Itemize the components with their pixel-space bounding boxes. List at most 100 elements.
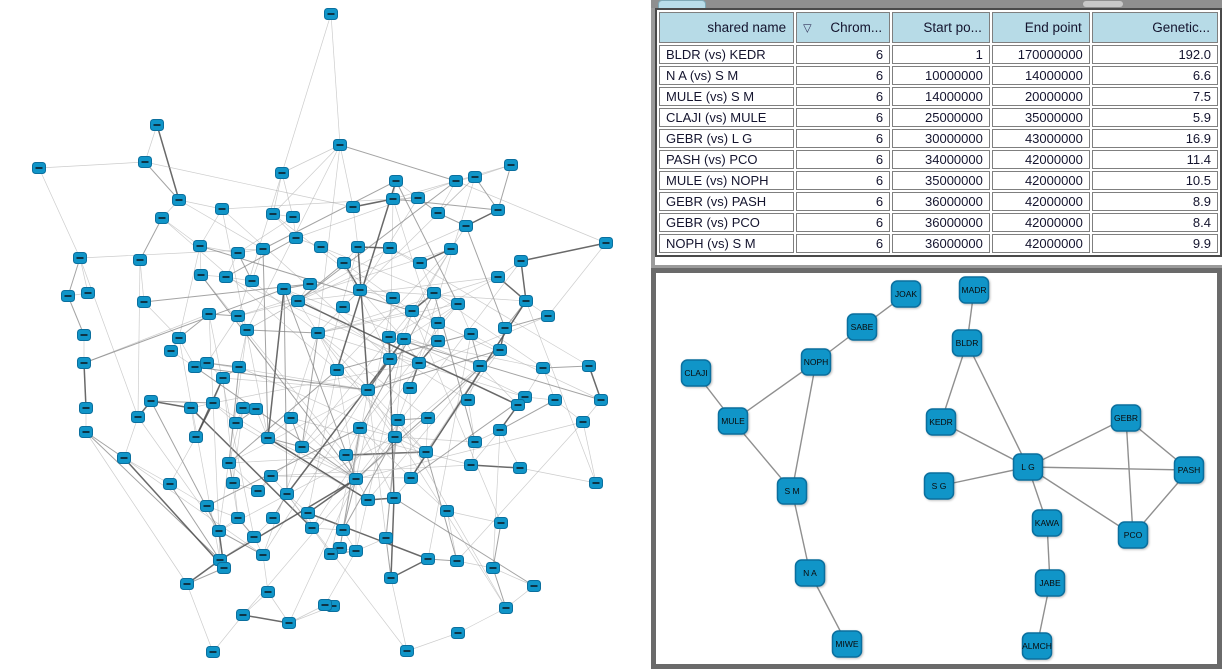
table-cell-genetic[interactable]: 16.9 — [1091, 129, 1218, 148]
overview-node[interactable] — [449, 175, 463, 187]
node-box[interactable] — [794, 559, 826, 587]
table-cell-start-po[interactable]: 25000000 — [892, 108, 990, 127]
overview-node[interactable] — [379, 532, 393, 544]
overview-node[interactable] — [184, 402, 198, 414]
overview-node[interactable] — [79, 426, 93, 438]
overview-node[interactable] — [353, 422, 367, 434]
table-cell-start-po[interactable]: 36000000 — [892, 234, 990, 253]
overview-node[interactable] — [256, 243, 270, 255]
overview-node[interactable] — [383, 242, 397, 254]
overview-node[interactable] — [514, 255, 528, 267]
column-header-chrom[interactable]: ▽ Chrom... — [796, 12, 891, 43]
column-header-start-po[interactable]: Start po... — [892, 12, 990, 43]
edge-gebr-pco[interactable] — [1125, 417, 1134, 536]
overview-node[interactable] — [412, 357, 426, 369]
node-noph[interactable]: NOPH — [800, 348, 832, 376]
node-sabe[interactable]: SABE — [846, 313, 878, 341]
overview-node[interactable] — [275, 167, 289, 179]
overview-node[interactable] — [81, 287, 95, 299]
node-na[interactable]: N A — [794, 559, 826, 587]
overview-node[interactable] — [202, 308, 216, 320]
overview-node[interactable] — [337, 257, 351, 269]
table-row[interactable]: GEBR (vs) PASH 6 36000000 42000000 8.9 — [659, 192, 1218, 211]
node-box[interactable] — [1173, 456, 1205, 484]
overview-node[interactable] — [387, 492, 401, 504]
overview-node[interactable] — [318, 599, 332, 611]
table-cell-start-po[interactable]: 30000000 — [892, 129, 990, 148]
overview-node[interactable] — [594, 394, 608, 406]
node-box[interactable] — [1031, 509, 1063, 537]
overview-node[interactable] — [282, 617, 296, 629]
overview-node[interactable] — [461, 394, 475, 406]
table-cell-end-point[interactable]: 20000000 — [991, 87, 1090, 106]
overview-node[interactable] — [576, 416, 590, 428]
table-cell-shared-name[interactable]: MULE (vs) NOPH — [659, 171, 795, 190]
overview-node[interactable] — [468, 171, 482, 183]
table-cell-chrom[interactable]: 6 — [796, 150, 891, 169]
table-cell-genetic[interactable]: 7.5 — [1091, 87, 1218, 106]
node-box[interactable] — [890, 280, 922, 308]
overview-node[interactable] — [386, 292, 400, 304]
overview-node[interactable] — [361, 494, 375, 506]
overview-node[interactable] — [599, 237, 613, 249]
overview-node[interactable] — [266, 208, 280, 220]
overview-node[interactable] — [212, 525, 226, 537]
column-header-shared-name[interactable]: shared name — [659, 12, 795, 43]
overview-node[interactable] — [247, 531, 261, 543]
table-row[interactable]: GEBR (vs) L G 6 30000000 43000000 16.9 — [659, 129, 1218, 148]
overview-node[interactable] — [305, 522, 319, 534]
overview-node[interactable] — [353, 284, 367, 296]
overview-node[interactable] — [284, 412, 298, 424]
node-box[interactable] — [1034, 569, 1066, 597]
edge-bldr-lg[interactable] — [966, 342, 1029, 468]
overview-node[interactable] — [548, 394, 562, 406]
overview-node[interactable] — [382, 331, 396, 343]
overview-node[interactable] — [226, 477, 240, 489]
table-cell-start-po[interactable]: 34000000 — [892, 150, 990, 169]
overview-node[interactable] — [361, 384, 375, 396]
node-box[interactable] — [1110, 404, 1142, 432]
table-cell-chrom[interactable]: 6 — [796, 192, 891, 211]
node-claji[interactable]: CLAJI — [680, 359, 712, 387]
overview-node[interactable] — [504, 159, 518, 171]
table-cell-start-po[interactable]: 36000000 — [892, 213, 990, 232]
node-kawa[interactable]: KAWA — [1031, 509, 1063, 537]
table-row[interactable]: N A (vs) S M 6 10000000 14000000 6.6 — [659, 66, 1218, 85]
overview-node[interactable] — [444, 243, 458, 255]
table-cell-shared-name[interactable]: N A (vs) S M — [659, 66, 795, 85]
table-cell-end-point[interactable]: 43000000 — [991, 129, 1090, 148]
overview-node[interactable] — [277, 283, 291, 295]
overview-node[interactable] — [459, 220, 473, 232]
overview-node[interactable] — [314, 241, 328, 253]
overview-node[interactable] — [336, 301, 350, 313]
filter-icon[interactable]: ▽ — [803, 22, 812, 34]
table-cell-chrom[interactable]: 6 — [796, 129, 891, 148]
overview-node[interactable] — [261, 432, 275, 444]
overview-node[interactable] — [193, 240, 207, 252]
table-cell-shared-name[interactable]: CLAJI (vs) MULE — [659, 108, 795, 127]
overview-node[interactable] — [389, 175, 403, 187]
overview-node[interactable] — [349, 473, 363, 485]
overview-node[interactable] — [413, 257, 427, 269]
overview-node[interactable] — [582, 360, 596, 372]
overview-node[interactable] — [280, 488, 294, 500]
overview-node[interactable] — [333, 139, 347, 151]
overview-node[interactable] — [289, 232, 303, 244]
overview-node[interactable] — [431, 335, 445, 347]
table-cell-end-point[interactable]: 35000000 — [991, 108, 1090, 127]
overview-node[interactable] — [217, 562, 231, 574]
overview-node[interactable] — [194, 269, 208, 281]
overview-node[interactable] — [291, 295, 305, 307]
overview-node[interactable] — [473, 360, 487, 372]
overview-node[interactable] — [405, 305, 419, 317]
overview-node[interactable] — [464, 328, 478, 340]
table-cell-start-po[interactable]: 1 — [892, 45, 990, 64]
overview-node[interactable] — [266, 512, 280, 524]
node-box[interactable] — [831, 630, 863, 658]
overview-node[interactable] — [200, 500, 214, 512]
overview-node[interactable] — [222, 457, 236, 469]
overview-node[interactable] — [133, 254, 147, 266]
table-row[interactable]: BLDR (vs) KEDR 6 1 170000000 192.0 — [659, 45, 1218, 64]
table-cell-end-point[interactable]: 42000000 — [991, 234, 1090, 253]
overview-node[interactable] — [137, 296, 151, 308]
